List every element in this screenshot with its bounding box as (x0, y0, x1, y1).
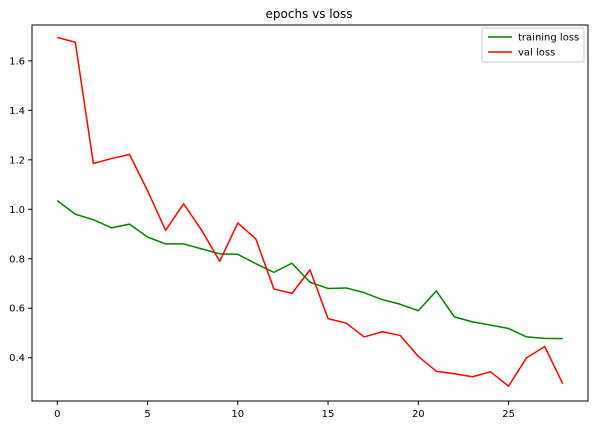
x-tick-label: 15 (322, 409, 335, 420)
training-loss-legend-label: training loss (518, 33, 579, 44)
x-tick-label: 10 (231, 409, 244, 420)
y-tick-label: 1.6 (9, 56, 25, 67)
y-tick-label: 0.8 (9, 254, 25, 265)
x-tick-label: 5 (144, 409, 150, 420)
y-tick-label: 1.4 (9, 106, 25, 117)
x-tick-label: 20 (412, 409, 425, 420)
x-tick-label: 25 (502, 409, 515, 420)
plot-area (56, 36, 564, 387)
training-loss-line (56, 200, 563, 340)
axes: 0 5 10 15 20 25 0.4 0.6 0.8 1.0 1.2 1.4 1.6 (9, 56, 515, 420)
y-tick-label: 1.2 (9, 155, 25, 166)
legend: training loss val loss (481, 27, 585, 63)
val-loss-line (57, 36, 564, 387)
plot-frame (31, 24, 589, 402)
chart-title: epochs vs loss (266, 7, 353, 21)
x-tick-label: 0 (54, 409, 60, 420)
val-loss-legend-label: val loss (518, 48, 555, 59)
y-tick-label: 1.0 (9, 205, 25, 216)
y-tick-label: 0.6 (9, 304, 25, 315)
y-tick-label: 0.4 (9, 353, 25, 364)
